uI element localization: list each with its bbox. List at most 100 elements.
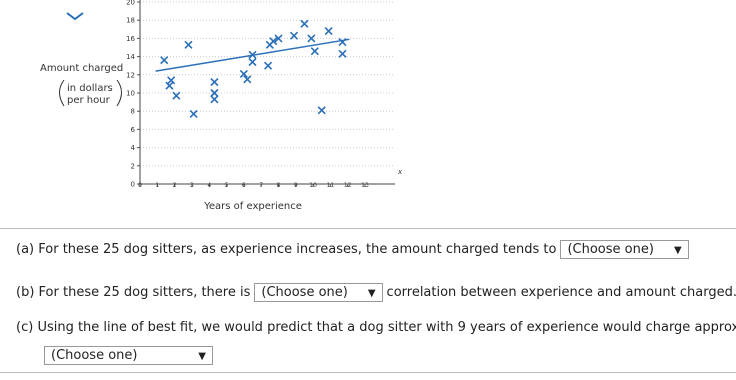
point-stroke xyxy=(338,49,347,58)
point xyxy=(239,69,248,78)
point-stroke xyxy=(264,61,273,70)
question-label: (a) xyxy=(16,242,35,257)
question-label: (c) xyxy=(16,320,34,335)
point-stroke xyxy=(167,76,176,85)
point xyxy=(317,106,326,115)
x-tick-label: 8 xyxy=(277,182,281,189)
y-axis-label: Amount charged xyxy=(40,63,123,74)
x-axis-label: Years of experience xyxy=(203,201,302,212)
point xyxy=(167,76,176,85)
x-tick-label: 10 xyxy=(309,182,317,189)
y-tick-label: 0 xyxy=(131,181,135,189)
separator xyxy=(0,372,736,373)
y-axis-sublabel: in dollars xyxy=(67,83,113,94)
point-stroke xyxy=(310,47,319,56)
point-stroke xyxy=(210,88,219,98)
point xyxy=(172,91,181,100)
x-tick-label: 9 xyxy=(294,182,298,189)
point-stroke xyxy=(269,37,278,46)
point-stroke xyxy=(210,95,219,104)
question: (b) For these 25 dog sitters, there is (C… xyxy=(16,283,736,302)
point-stroke xyxy=(338,37,347,47)
x-tick-label: 12 xyxy=(344,182,352,189)
x-tick-label: 7 xyxy=(259,182,263,189)
point xyxy=(248,50,257,59)
x-tick-label: 0 xyxy=(138,182,142,189)
dropdown-text: (Choose one) xyxy=(261,285,348,300)
question-text: correlation between experience and amoun… xyxy=(386,285,736,300)
point xyxy=(324,27,333,36)
x-axis-symbol: x xyxy=(397,168,403,176)
point-stroke xyxy=(248,50,257,59)
dropdown-row: (Choose one) ▼ xyxy=(40,346,217,365)
question-text: For these 25 dog sitters, as experience … xyxy=(38,242,557,257)
point-stroke xyxy=(184,40,193,49)
point xyxy=(189,109,198,118)
point xyxy=(210,95,219,104)
y-tick-label: 6 xyxy=(131,126,136,134)
point-stroke xyxy=(324,27,333,36)
point-stroke xyxy=(189,109,198,118)
point xyxy=(160,56,169,65)
point-stroke xyxy=(243,75,252,84)
point xyxy=(264,61,273,70)
paren xyxy=(59,79,65,107)
question-text: For these 25 dog sitters, there is xyxy=(38,285,251,300)
point-stroke xyxy=(160,56,169,65)
y-tick-label: 2 xyxy=(131,162,135,170)
collapse-chevron[interactable] xyxy=(66,12,84,21)
point-stroke xyxy=(210,78,219,87)
point xyxy=(300,19,309,28)
x-tick-label: 13 xyxy=(361,182,369,189)
point xyxy=(248,57,257,67)
point-stroke xyxy=(274,34,283,43)
point xyxy=(307,34,316,43)
point xyxy=(338,49,347,58)
dropdown[interactable]: (Choose one) ▼ xyxy=(254,283,383,302)
point xyxy=(289,31,299,40)
point xyxy=(338,37,347,47)
y-tick-label: 8 xyxy=(131,108,135,116)
point-stroke xyxy=(172,91,181,100)
question-text: Using the line of best fit, we would pre… xyxy=(37,320,736,335)
dropdown-arrow: ▼ xyxy=(367,288,376,299)
point-stroke xyxy=(239,69,248,78)
x-tick-label: 2 xyxy=(173,182,177,189)
point xyxy=(210,78,219,87)
paren xyxy=(116,79,122,107)
x-tick-label: 5 xyxy=(225,182,229,189)
point-stroke xyxy=(165,81,174,90)
point-stroke xyxy=(248,57,257,67)
point xyxy=(274,34,283,43)
y-tick-label: 4 xyxy=(131,144,136,152)
separator xyxy=(0,228,736,229)
y-tick-label: 14 xyxy=(126,53,135,61)
dropdown-arrow: ▼ xyxy=(198,351,206,362)
y-axis-sublabel: per hour xyxy=(67,95,111,106)
point-stroke xyxy=(300,19,309,28)
dropdown-text: (Choose one) xyxy=(567,242,654,257)
point-stroke xyxy=(289,31,299,40)
x-tick-label: 1 xyxy=(155,182,159,189)
x-tick-label: 4 xyxy=(207,182,211,189)
point xyxy=(165,81,174,90)
y-tick-label: 18 xyxy=(126,17,135,25)
x-tick-label: 6 xyxy=(242,182,246,189)
dropdown-arrow: ▼ xyxy=(673,245,682,256)
point-stroke xyxy=(307,34,316,43)
point xyxy=(269,37,278,46)
dropdown[interactable]: (Choose one) ▼ xyxy=(560,240,689,259)
question-label: (b) xyxy=(16,285,35,300)
x-tick-label: 11 xyxy=(327,182,335,189)
x-tick-label: 3 xyxy=(190,182,194,189)
point-stroke xyxy=(317,106,326,115)
question: (c) Using the line of best fit, we would… xyxy=(16,320,736,335)
point xyxy=(243,75,252,84)
dropdown[interactable]: (Choose one) ▼ xyxy=(44,346,213,365)
y-tick-label: 16 xyxy=(126,35,135,43)
point xyxy=(310,47,319,56)
point xyxy=(184,40,193,49)
question: (a) For these 25 dog sitters, as experie… xyxy=(16,240,693,259)
